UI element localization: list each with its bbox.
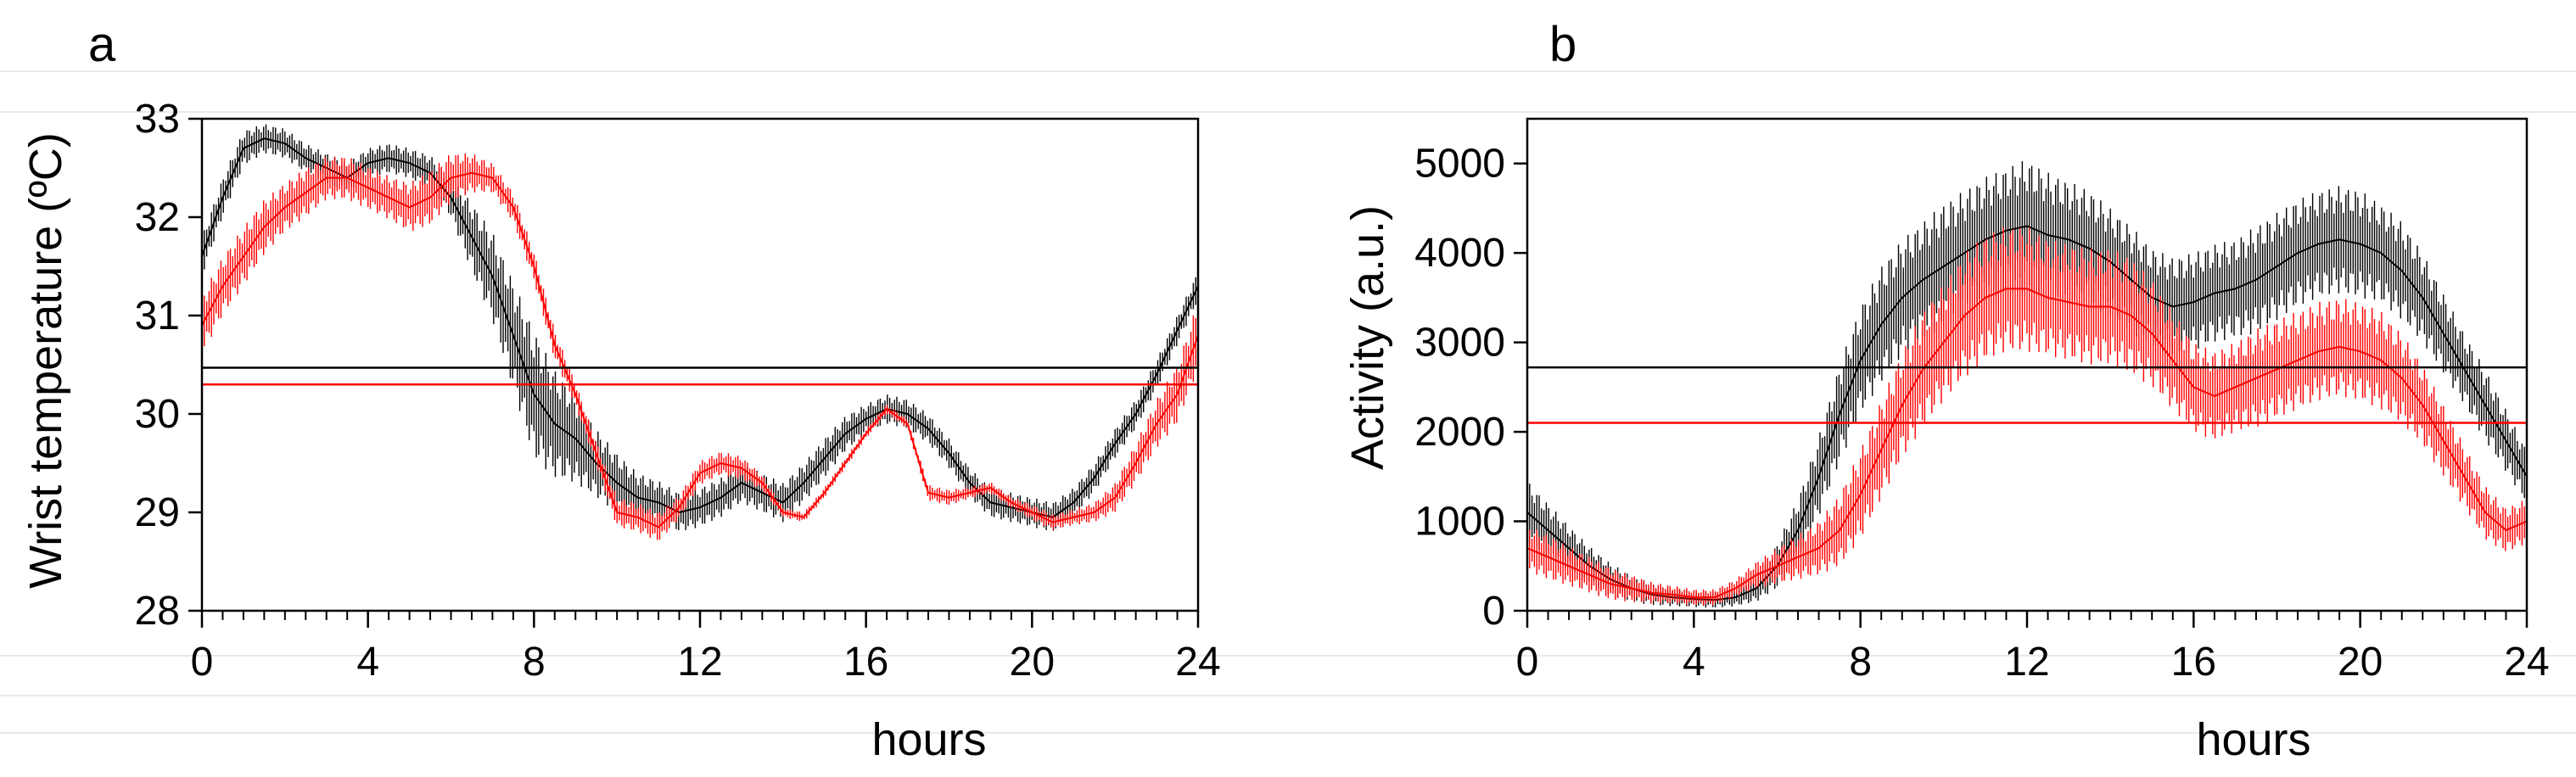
x-tick-label: 0	[191, 640, 214, 685]
y-tick-label: 1000	[1414, 500, 1505, 545]
panel-b-data-layer	[1526, 161, 2528, 608]
x-tick-label: 24	[1175, 640, 1220, 685]
x-tick-label: 16	[843, 640, 888, 685]
y-tick-label: 30	[135, 392, 180, 437]
x-tick-label: 8	[1849, 640, 1872, 685]
y-tick-label: 4000	[1414, 231, 1505, 276]
panel-a-y-axis-label: Wrist temperature (ºC)	[20, 132, 71, 589]
y-tick-label: 31	[135, 293, 180, 338]
x-tick-label: 24	[2504, 640, 2549, 685]
y-tick-label: 3000	[1414, 321, 1505, 366]
y-tick-label: 0	[1482, 589, 1505, 634]
y-tick-label: 2000	[1414, 410, 1505, 455]
x-tick-label: 16	[2171, 640, 2216, 685]
panel-b-y-axis-label: Activity (a.u.)	[1342, 205, 1393, 470]
x-tick-label: 12	[677, 640, 722, 685]
panel-a-ticks: 0 4 8 12 16 20 24 28 29 30 31 32 33	[135, 97, 1221, 685]
panel-b-ticks: 0 4 8 12 16 20 24 0 1000 2000 3000 4000 5000	[1414, 142, 2549, 685]
y-tick-label: 33	[135, 97, 180, 142]
y-tick-label: 28	[135, 589, 180, 634]
x-tick-label: 0	[1516, 640, 1539, 685]
x-tick-label: 4	[1683, 640, 1705, 685]
x-tick-label: 12	[2004, 640, 2049, 685]
panel-a-letter: a	[88, 17, 116, 72]
x-tick-label: 20	[2338, 640, 2383, 685]
panel-b-x-axis-label: hours	[2196, 714, 2310, 765]
panel-a-x-axis-label: hours	[871, 714, 986, 765]
series-red	[1526, 227, 2528, 606]
panel-b-activity-chart: b 0 4 8 12 16 20 24 0 1000 2000 3000 4000 5000 hours…	[1342, 17, 2550, 765]
panel-b-letter: b	[1549, 17, 1576, 72]
panel-a-data-layer	[201, 124, 1199, 540]
y-tick-label: 5000	[1414, 142, 1505, 187]
x-tick-label: 8	[523, 640, 546, 685]
x-tick-label: 20	[1010, 640, 1055, 685]
panel-a-temperature-chart: a 0 4 8 12 16 20 24 28 29 30 31 32 33 hours Wrist te…	[20, 17, 1221, 765]
series-red	[201, 154, 1199, 540]
series-red-line	[201, 171, 1199, 528]
x-tick-label: 4	[356, 640, 379, 685]
series-red-line	[1526, 288, 2528, 599]
y-tick-label: 29	[135, 490, 180, 535]
y-tick-label: 32	[135, 195, 180, 240]
